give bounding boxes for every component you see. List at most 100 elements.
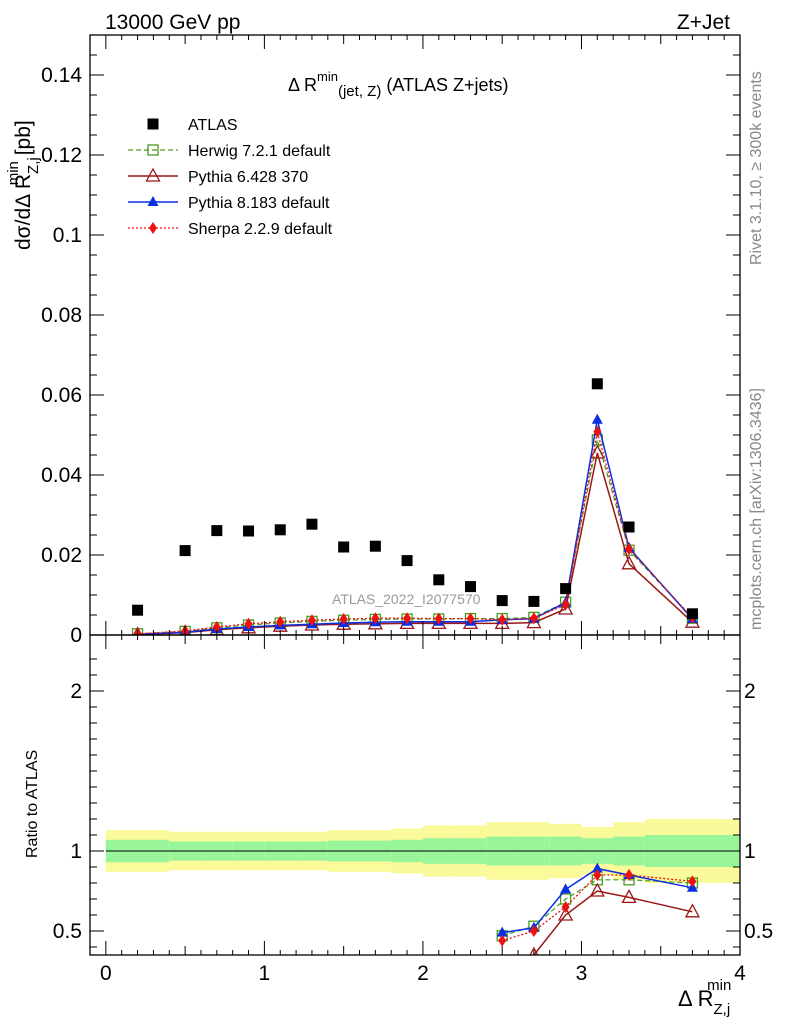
ratio-point-sherpa (529, 925, 538, 937)
y-label-unit: [pb] (12, 120, 35, 161)
analysis-watermark: ATLAS_2022_I2077570 (332, 591, 481, 607)
axes-layer: 0 1 2 3 4 0 0.02 0.04 0.06 0.08 0.1 0.12 0.14 0.5 0.5 1… (41, 34, 773, 985)
point-sherpa (561, 598, 570, 611)
point-atlas (591, 378, 603, 390)
point-atlas (132, 604, 144, 616)
ratio-point-pythia6 (529, 946, 539, 955)
point-sherpa (434, 612, 443, 625)
series-line-pythia6 (137, 452, 693, 635)
y-tick-label: 0.06 (41, 384, 82, 407)
point-pythia8 (591, 413, 603, 424)
rivet-version-label: Rivet 3.1.10, ≥ 300k events (748, 71, 765, 265)
point-pythia6 (558, 600, 574, 615)
ratio-y-tick-label: 0.5 (53, 920, 82, 943)
ratio-y-tick-label-right: 1 (744, 840, 756, 863)
point-atlas (623, 521, 635, 533)
point-atlas (528, 595, 540, 607)
x-label-main-text: Δ R (678, 986, 713, 1011)
y-tick-label: 0.1 (53, 224, 82, 247)
ratio-line-herwig (502, 879, 693, 937)
plot-title-suffix: (ATLAS Z+jets) (381, 75, 508, 95)
ratio-point-sherpa (688, 875, 697, 888)
ratio-point-pythia6 (621, 889, 637, 904)
series-line-herwig (137, 439, 693, 635)
ratio-point-pythia8 (560, 883, 572, 894)
point-sherpa (403, 612, 412, 625)
plot-title-sup: min (317, 69, 338, 84)
legend-marker-sherpa (149, 222, 157, 234)
ratio-line-pythia8 (502, 867, 693, 934)
legend-marker-pythia8 (147, 196, 159, 206)
ratio-point-sherpa (498, 934, 507, 947)
y-tick-label: 0.02 (41, 544, 82, 567)
ratio-y-tick-label: 2 (70, 680, 82, 703)
ratio-line-sherpa (502, 874, 693, 942)
point-sherpa (498, 613, 507, 626)
x-label-sub: Z,j (713, 1001, 730, 1018)
point-atlas (401, 555, 413, 567)
point-sherpa (212, 621, 221, 633)
x-tick-label: 4 (734, 962, 746, 985)
y-label-sub: Z,j (25, 157, 42, 174)
point-sherpa (593, 425, 602, 438)
ratio-panel-frame (89, 634, 741, 956)
ratio-y-tick-label: 1 (70, 840, 82, 863)
x-tick-label: 2 (417, 962, 429, 985)
ratio-point-pythia6 (589, 882, 605, 897)
ratio-point-pythia6 (558, 906, 574, 921)
legend: ATLAS Herwig 7.2.1 default Pythia 6.428 37… (128, 117, 333, 238)
point-sherpa (466, 612, 475, 625)
plot-title-prefix: Δ R (288, 75, 317, 95)
point-sherpa (625, 543, 634, 555)
ratio-point-pythia8 (591, 862, 603, 873)
y-tick-label: 0 (70, 624, 82, 647)
header-energy-label: 13000 GeV pp (105, 11, 240, 34)
ratio-y-tick-label-right: 0.5 (744, 920, 773, 943)
point-sherpa (276, 615, 285, 628)
y-tick-label: 0.04 (41, 464, 82, 487)
y-axis-label-main: dσ/dΔ RZ,jmin [pb] (5, 120, 42, 250)
ratio-point-sherpa (561, 901, 570, 913)
y-axis-label-ratio: Ratio to ATLAS (24, 750, 41, 858)
legend-marker-herwig (147, 144, 159, 156)
y-tick-label: 0.14 (41, 64, 82, 87)
ratio-point-sherpa (593, 869, 602, 881)
ratio-point-pythia8 (496, 926, 508, 937)
ratio-point-pythia6 (684, 903, 701, 918)
plot-title: Δ Rmin(jet, Z) (ATLAS Z+jets) (288, 69, 509, 100)
point-atlas (306, 518, 318, 530)
legend-label-pythia6: Pythia 6.428 370 (188, 169, 308, 186)
ratio-panel-marks (496, 862, 701, 987)
point-atlas (496, 595, 508, 607)
y-label-main-text: dσ/dΔ R (12, 174, 35, 250)
ratio-panel-bands (105, 819, 740, 883)
header-process-label: Z+Jet (677, 11, 730, 34)
point-atlas (686, 608, 698, 620)
point-pythia6 (589, 444, 605, 459)
series-line-sherpa (137, 431, 693, 635)
point-atlas (243, 525, 255, 537)
x-axis-label: Δ RZ,j min (678, 977, 731, 1018)
point-pythia6 (621, 555, 637, 570)
point-atlas (560, 583, 572, 595)
x-tick-label: 0 (100, 962, 112, 985)
point-sherpa (529, 612, 538, 625)
point-atlas (211, 525, 223, 537)
legend-marker-atlas (147, 118, 159, 130)
point-sherpa (371, 612, 380, 625)
legend-marker-pythia6 (145, 167, 161, 182)
legend-label-atlas: ATLAS (188, 117, 238, 134)
x-tick-label: 1 (259, 962, 271, 985)
ratio-line-pythia6 (532, 890, 693, 955)
ratio-y-tick-label-right: 2 (744, 680, 756, 703)
y-label-sup: min (5, 161, 22, 185)
point-sherpa (307, 614, 316, 627)
main-panel-marks (131, 378, 701, 635)
y-tick-label: 0.12 (41, 144, 82, 167)
point-atlas (369, 540, 381, 552)
point-atlas (464, 581, 476, 593)
ratio-point-sherpa (625, 869, 634, 881)
point-sherpa (339, 613, 348, 625)
ratio-point-pythia6 (496, 975, 509, 987)
